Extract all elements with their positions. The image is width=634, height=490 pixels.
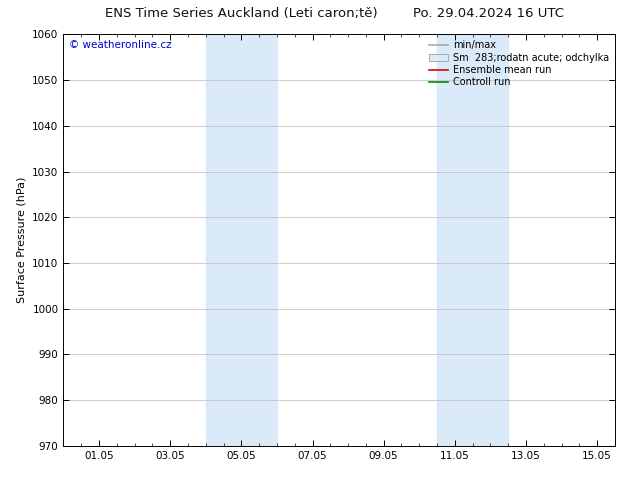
Legend: min/max, Sm  283;rodatn acute; odchylka, Ensemble mean run, Controll run: min/max, Sm 283;rodatn acute; odchylka, …	[426, 37, 612, 90]
Text: Po. 29.04.2024 16 UTC: Po. 29.04.2024 16 UTC	[413, 7, 564, 21]
Bar	[437, 34, 508, 446]
Y-axis label: Surface Pressure (hPa): Surface Pressure (hPa)	[16, 177, 27, 303]
Text: © weatheronline.cz: © weatheronline.cz	[69, 41, 172, 50]
Text: ENS Time Series Auckland (Leti caron;tě): ENS Time Series Auckland (Leti caron;tě)	[105, 7, 377, 21]
Bar	[206, 34, 277, 446]
